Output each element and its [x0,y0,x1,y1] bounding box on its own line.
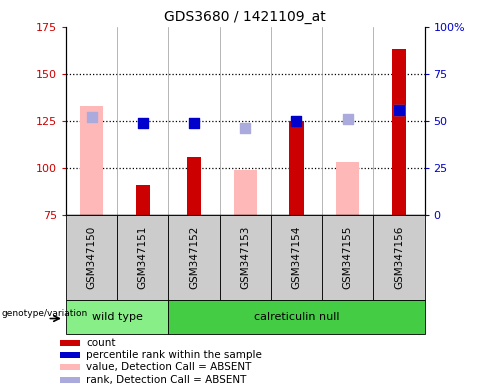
Title: GDS3680 / 1421109_at: GDS3680 / 1421109_at [164,10,326,25]
Bar [61,364,80,370]
Bar [187,157,201,215]
Bar [289,121,304,215]
Text: wild type: wild type [92,312,142,322]
Point [242,126,249,132]
Bar [271,27,322,215]
Bar [66,215,117,300]
Bar [336,162,359,215]
Bar [234,170,257,215]
Text: calreticulin null: calreticulin null [254,312,339,322]
Text: GSM347156: GSM347156 [394,225,404,289]
Text: GSM347155: GSM347155 [343,225,353,289]
Bar [322,215,373,300]
Bar [168,215,220,300]
Bar [392,50,406,215]
Text: rank, Detection Call = ABSENT: rank, Detection Call = ABSENT [86,375,246,384]
Bar [66,300,168,334]
Text: GSM347152: GSM347152 [189,225,199,289]
Point [139,120,147,126]
Bar [168,27,220,215]
Bar [373,27,425,215]
Text: GSM347154: GSM347154 [291,225,302,289]
Text: genotype/variation: genotype/variation [1,309,87,318]
Bar [136,185,150,215]
Text: percentile rank within the sample: percentile rank within the sample [86,350,262,360]
Bar [322,27,373,215]
Bar [117,27,168,215]
Point [88,114,96,120]
Point [344,116,352,122]
Point [293,118,301,124]
Bar [168,300,425,334]
Bar [61,340,80,346]
Bar [220,27,271,215]
Point [190,120,198,126]
Bar [373,215,425,300]
Bar [66,27,117,215]
Bar [117,215,168,300]
Bar [271,215,322,300]
Text: value, Detection Call = ABSENT: value, Detection Call = ABSENT [86,362,251,372]
Bar [220,215,271,300]
Bar [61,352,80,358]
Point [395,107,403,113]
Text: GSM347153: GSM347153 [240,225,250,289]
Bar [61,377,80,383]
Text: GSM347150: GSM347150 [86,226,97,289]
Text: count: count [86,338,116,348]
Bar [80,106,103,215]
Point [395,107,403,113]
Text: GSM347151: GSM347151 [138,225,148,289]
